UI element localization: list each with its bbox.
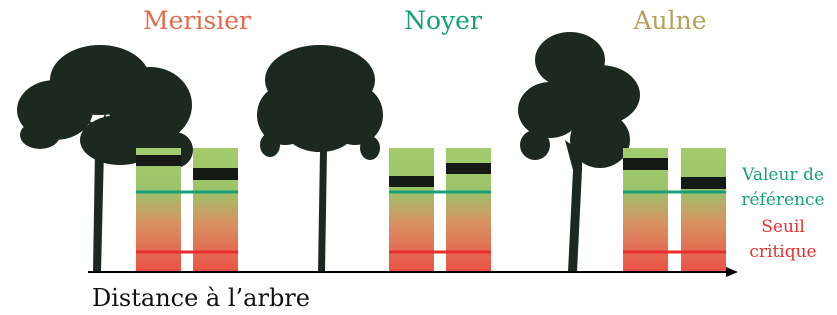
title: Aulne [633,6,706,35]
tree-crown [285,108,355,152]
legend-threshold: Seuil critique [733,215,833,265]
tree-crown [260,133,280,157]
axis-label: Distance à l’arbre [92,284,310,312]
diagram [0,0,837,315]
tree-crown [520,130,550,160]
tree-crown [360,136,380,160]
page: Merisier Noyer Aulne Valeur de référence… [0,0,837,315]
title: Merisier [143,6,251,35]
axis-arrow [726,267,738,277]
legend-reference: Valeur de référence [733,163,833,213]
tree-crown [20,121,60,149]
tree-crown [570,112,630,168]
trees [17,32,640,272]
title: Noyer [404,6,482,35]
